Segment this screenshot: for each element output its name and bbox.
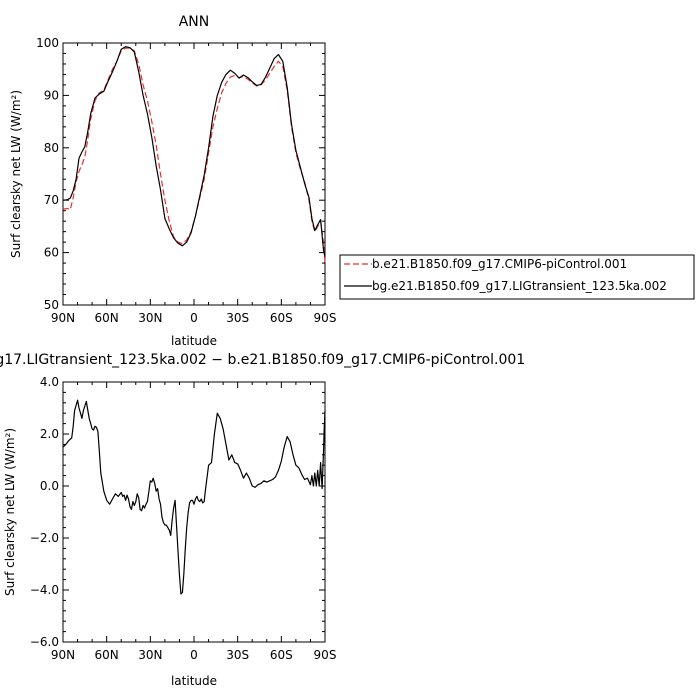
top-chart-panel: ANN 90N 60N 30N 0 30S 60S 90S 50 60 70 80 90 100 la…	[9, 14, 336, 348]
top-chart-y-tick-label-60: 60	[44, 246, 59, 260]
top-chart-x-tick-label-60n: 60N	[95, 311, 119, 325]
bottom-chart-series-line-difference-0	[62, 399, 326, 595]
legend-entry-piControl: b.e21.B1850.f09_g17.CMIP6-piControl.001	[372, 257, 627, 271]
top-chart-title: ANN	[179, 14, 210, 30]
top-chart-series-group	[62, 46, 326, 264]
bottom-chart-panel: bg.e21.B1850.f09_g17.LIGtransient_123.5k…	[0, 352, 525, 688]
top-chart-x-tick-label-30s: 30S	[226, 311, 249, 325]
top-chart-x-axis-label: latitude	[171, 334, 217, 348]
bottom-chart-y-tick-label-0-0: 0.0	[40, 479, 59, 493]
bottom-chart-x-tick-label-30n: 30N	[138, 648, 162, 662]
bottom-chart-x-axis: 90N 60N 30N 0 30S 60S 90S	[51, 382, 337, 662]
bottom-chart-x-tick-label-0: 0	[190, 648, 198, 662]
top-chart-y-tick-label-90: 90	[44, 88, 59, 102]
top-chart-x-tick-label-0: 0	[190, 311, 198, 325]
top-chart-y-tick-label-100: 100	[36, 36, 59, 50]
top-chart-y-tick-label-70: 70	[44, 193, 59, 207]
bottom-chart-y-tick-label-4-0: 4.0	[40, 375, 59, 389]
bottom-chart-x-axis-label: latitude	[171, 674, 217, 688]
bottom-chart-x-tick-label-60n: 60N	[95, 648, 119, 662]
bottom-chart-y-axis: −6.0 −4.0 −2.0 0.0 2.0 4.0	[30, 375, 325, 649]
bottom-chart-y-axis-label: Surf clearsky net LW (W/m²)	[3, 428, 17, 596]
top-chart-plot-frame	[62, 42, 326, 306]
top-chart-y-axis-label: Surf clearsky net LW (W/m²)	[9, 90, 23, 258]
top-chart-x-tick-label-30n: 30N	[138, 311, 162, 325]
bottom-chart-y-tick-label-2-0: 2.0	[40, 427, 59, 441]
top-chart-x-axis: 90N 60N 30N 0 30S 60S 90S	[51, 43, 337, 325]
bottom-chart-x-tick-label-30s: 30S	[226, 648, 249, 662]
legend: b.e21.B1850.f09_g17.CMIP6-piControl.001 …	[339, 254, 695, 300]
bottom-chart-x-tick-label-90s: 90S	[314, 648, 337, 662]
top-chart-x-tick-label-60s: 60S	[270, 311, 293, 325]
bottom-chart-x-tick-label-60s: 60S	[270, 648, 293, 662]
bottom-chart-x-tick-label-90n: 90N	[51, 648, 75, 662]
legend-box	[339, 254, 695, 300]
bottom-chart-y-tick-label-4-0: −4.0	[30, 583, 59, 597]
legend-entry-LIGtransient: bg.e21.B1850.f09_g17.LIGtransient_123.5k…	[372, 279, 667, 293]
top-chart-y-axis: 50 60 70 80 90 100	[36, 36, 325, 312]
bottom-chart-y-tick-label-2-0: −2.0	[30, 531, 59, 545]
top-chart-series-line-bg-e21-b1850-f09-g17-ligtransient-123-5ka-002	[62, 46, 326, 257]
bottom-chart-title: bg.e21.B1850.f09_g17.LIGtransient_123.5k…	[0, 352, 525, 368]
bottom-chart-y-tick-label-6-0: −6.0	[30, 635, 59, 649]
bottom-chart-plot-frame	[62, 381, 326, 643]
bottom-chart-series-group	[62, 399, 326, 595]
top-chart-y-tick-label-80: 80	[44, 141, 59, 155]
top-chart-x-tick-label-90s: 90S	[314, 311, 337, 325]
top-chart-y-tick-label-50: 50	[44, 298, 59, 312]
top-chart-x-tick-label-90n: 90N	[51, 311, 75, 325]
